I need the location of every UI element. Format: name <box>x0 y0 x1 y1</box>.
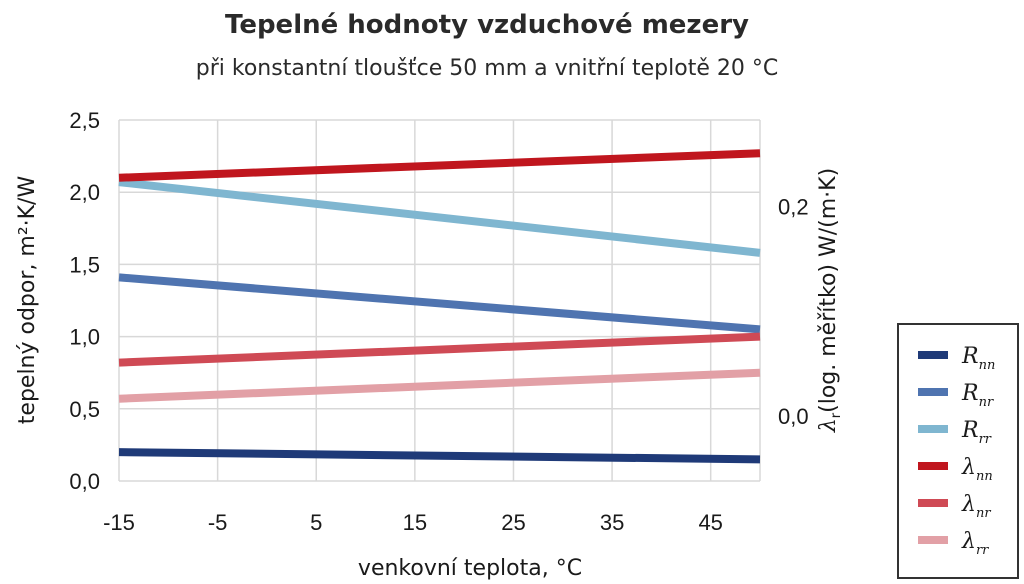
x-tick-label: 25 <box>501 510 525 535</box>
x-axis-label: venkovní teplota, °C <box>358 556 582 581</box>
x-tick-label: 15 <box>403 510 427 535</box>
series-line <box>118 273 761 334</box>
y-tick-label: 1,5 <box>69 252 100 277</box>
y2-axis-label-symbol: λ <box>816 418 841 433</box>
chart-title: Tepelné hodnoty vzduchové mezery <box>225 10 749 40</box>
x-tick-label: 5 <box>310 510 322 535</box>
y-tick-labels: 0,0 0,5 1,0 1,5 2,0 2,5 <box>69 108 100 494</box>
legend-label: Rnn <box>961 344 995 373</box>
series-line <box>118 149 761 182</box>
legend-label: Rnr <box>961 381 994 410</box>
y-tick-label: 1,0 <box>69 325 100 350</box>
legend-label: λrr <box>961 529 989 558</box>
y2-tick-label: 0,0 <box>778 404 809 429</box>
series-line <box>118 178 761 257</box>
legend: Rnn Rnr Rrr λnn λnr λrr <box>918 344 995 558</box>
y-tick-label: 0,5 <box>69 397 100 422</box>
series-line <box>118 368 761 403</box>
series-line <box>118 448 761 464</box>
x-tick-label: 45 <box>698 510 722 535</box>
grid <box>118 119 761 482</box>
y2-axis-label-rest: (log. měřítko) W/(m·K) <box>816 168 841 413</box>
y2-tick-labels: 0,0 0,2 <box>778 195 809 429</box>
series-lines <box>118 149 761 464</box>
chart-subtitle: při konstantní tloušťce 50 mm a vnitřní … <box>196 56 778 81</box>
y2-tick-label: 0,2 <box>778 195 809 220</box>
y2-axis-label: λr(log. měřítko) W/(m·K) <box>816 168 844 433</box>
x-tick-label: -5 <box>208 510 228 535</box>
series-line <box>118 332 761 367</box>
x-tick-label: 35 <box>600 510 624 535</box>
x-tick-labels: -15 -5 5 15 25 35 45 <box>103 510 723 535</box>
x-tick-label: -15 <box>103 510 135 535</box>
legend-label: Rrr <box>961 418 992 447</box>
y-tick-label: 2,0 <box>69 180 100 205</box>
y-tick-label: 0,0 <box>69 469 100 494</box>
y-axis-label: tepelný odpor, m²·K/W <box>15 176 40 425</box>
legend-label: λnn <box>961 455 993 484</box>
legend-label: λnr <box>961 492 991 521</box>
y2-axis-label-sub: r <box>829 412 844 418</box>
legend-box <box>897 323 1019 579</box>
y-tick-label: 2,5 <box>69 108 100 133</box>
